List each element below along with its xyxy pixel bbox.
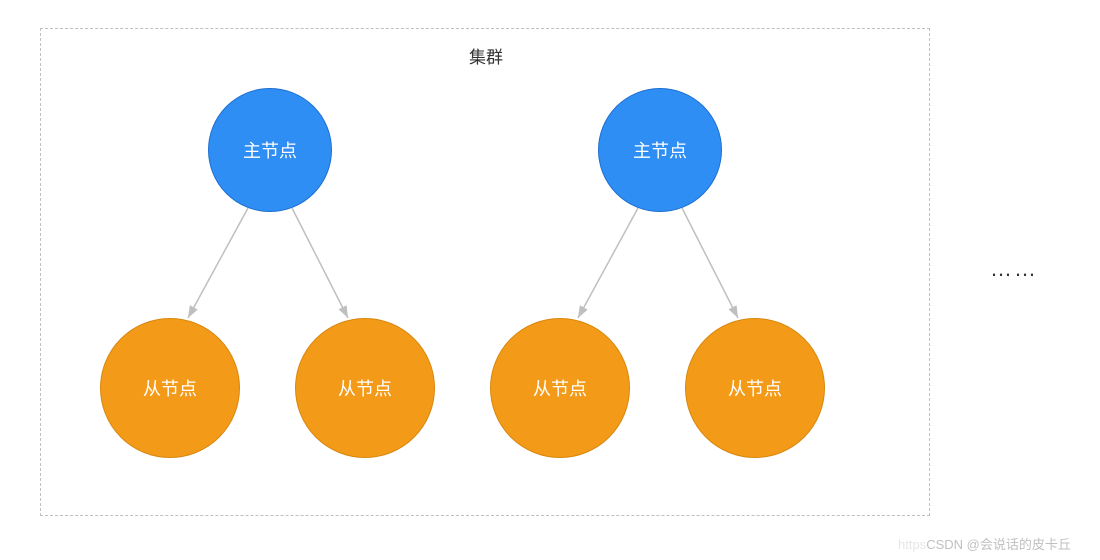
ellipsis-text: …… (990, 256, 1038, 282)
node-label: 从节点 (338, 375, 392, 401)
watermark-text: CSDN @会说话的皮卡丘 (926, 537, 1071, 552)
node-s1: 从节点 (100, 318, 240, 458)
node-s2: 从节点 (295, 318, 435, 458)
node-label: 从节点 (143, 375, 197, 401)
node-m1: 主节点 (208, 88, 332, 212)
node-label: 从节点 (728, 375, 782, 401)
node-m2: 主节点 (598, 88, 722, 212)
node-label: 主节点 (243, 137, 297, 163)
watermark: httpsCSDN @会说话的皮卡丘 (898, 534, 1071, 553)
node-label: 从节点 (533, 375, 587, 401)
node-label: 主节点 (633, 137, 687, 163)
watermark-prefix: https (898, 537, 926, 552)
diagram-canvas: 集群 主节点 主节点从节点 从节点 从节点 从节点 …… httpsCSDN @会说话的… (0, 0, 1100, 560)
node-s3: 从节点 (490, 318, 630, 458)
node-s4: 从节点 (685, 318, 825, 458)
cluster-title: 集群 (41, 43, 931, 68)
